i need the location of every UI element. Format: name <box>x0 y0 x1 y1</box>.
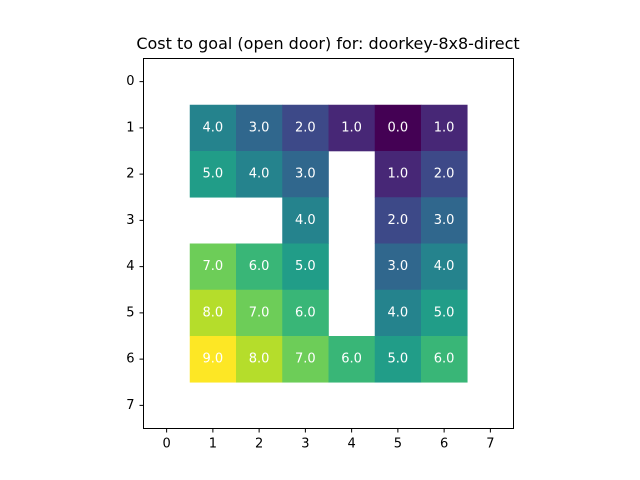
cell-value-label-r4-c1: 7.0 <box>203 259 224 274</box>
cell-value-label-r3-c3: 4.0 <box>295 213 316 228</box>
cell-value-label-r6-c3: 7.0 <box>295 352 316 367</box>
cell-value-label-r2-c2: 4.0 <box>249 167 270 182</box>
cell-value-label-r1-c4: 1.0 <box>341 120 362 135</box>
x-tick-label-6: 6 <box>440 437 448 452</box>
cell-value-label-r5-c5: 4.0 <box>388 305 409 320</box>
y-tick-label-3: 3 <box>126 213 134 228</box>
heatmap-cell-r1-c3 <box>282 104 329 152</box>
heatmap-cell-r1-c2 <box>236 104 283 152</box>
heatmap-cell-r6-c6 <box>421 336 468 383</box>
heatmap-cell-r5-c1 <box>189 289 237 337</box>
y-tick-label-5: 5 <box>126 305 134 320</box>
heatmap-cell-r4-c5 <box>374 243 422 291</box>
plot-frame <box>143 58 514 429</box>
cell-value-label-r4-c3: 5.0 <box>295 259 316 274</box>
cell-value-label-r4-c2: 6.0 <box>249 259 270 274</box>
cell-value-label-r2-c5: 1.0 <box>388 167 409 182</box>
heatmap-cell-labels: 4.0 3.0 2.0 1.0 0.0 1.0 5.0 4.0 3.0 1.0 2.0 4.0 2.0 3… <box>203 120 455 366</box>
cell-value-label-r1-c1: 4.0 <box>203 120 224 135</box>
x-tick-label-3: 3 <box>301 437 309 452</box>
heatmap-cell-r2-c6 <box>421 151 468 198</box>
heatmap-cells <box>189 104 468 383</box>
cell-value-label-r1-c3: 2.0 <box>295 120 316 135</box>
heatmap-cell-r6-c1 <box>189 336 237 383</box>
y-tick-label-0: 0 <box>126 74 134 89</box>
y-axis: 0 1 2 3 4 5 6 7 <box>126 74 144 413</box>
heatmap-cell-r5-c3 <box>282 289 329 337</box>
cell-value-label-r5-c3: 6.0 <box>295 305 316 320</box>
heatmap-cell-r3-c6 <box>421 197 468 244</box>
x-tick-label-0: 0 <box>162 437 170 452</box>
cell-value-label-r6-c6: 6.0 <box>434 352 455 367</box>
x-tick-label-2: 2 <box>255 437 263 452</box>
heatmap-cell-r3-c3 <box>282 197 329 244</box>
heatmap-cell-r2-c2 <box>236 151 283 198</box>
x-tick-label-4: 4 <box>347 437 355 452</box>
cell-value-label-r1-c5: 0.0 <box>388 120 409 135</box>
heatmap-cell-r6-c3 <box>282 336 329 383</box>
heatmap-cell-r2-c5 <box>374 151 422 198</box>
heatmap-cell-r6-c2 <box>236 336 283 383</box>
heatmap-cell-r4-c2 <box>236 243 283 291</box>
cell-value-label-r2-c6: 2.0 <box>434 167 455 182</box>
cell-value-label-r5-c6: 5.0 <box>434 305 455 320</box>
heatmap-cell-r5-c5 <box>374 289 422 337</box>
heatmap-cell-r1-c6 <box>421 104 468 152</box>
cell-value-label-r1-c2: 3.0 <box>249 120 270 135</box>
cell-value-label-r6-c1: 9.0 <box>203 352 224 367</box>
heatmap-cell-r1-c4 <box>328 104 376 152</box>
heatmap-cell-r4-c3 <box>282 243 329 291</box>
y-tick-label-6: 6 <box>126 352 134 367</box>
heatmap-cell-r2-c1 <box>189 151 237 198</box>
x-tick-label-7: 7 <box>486 437 494 452</box>
cell-value-label-r6-c5: 5.0 <box>388 352 409 367</box>
cell-value-label-r2-c3: 3.0 <box>295 167 316 182</box>
x-tick-label-1: 1 <box>209 437 217 452</box>
cell-value-label-r3-c5: 2.0 <box>388 213 409 228</box>
x-axis: 0 1 2 3 4 5 6 7 <box>162 428 495 452</box>
heatmap-cell-r5-c6 <box>421 289 468 337</box>
cell-value-label-r3-c6: 3.0 <box>434 213 455 228</box>
cell-value-label-r2-c1: 5.0 <box>203 167 224 182</box>
heatmap-cell-r6-c4 <box>328 336 376 383</box>
cell-value-label-r5-c2: 7.0 <box>249 305 270 320</box>
cell-value-label-r1-c6: 1.0 <box>434 120 455 135</box>
heatmap-cell-r1-c5 <box>374 104 422 152</box>
y-tick-label-1: 1 <box>126 120 134 135</box>
heatmap-cell-r5-c2 <box>236 289 283 337</box>
y-tick-label-2: 2 <box>126 167 134 182</box>
heatmap-cell-r6-c5 <box>374 336 422 383</box>
cell-value-label-r4-c6: 4.0 <box>434 259 455 274</box>
cell-value-label-r6-c2: 8.0 <box>249 352 270 367</box>
chart-title: Cost to goal (open door) for: doorkey-8x… <box>136 34 519 53</box>
heatmap-cell-r3-c5 <box>374 197 422 244</box>
heatmap-cell-r4-c6 <box>421 243 468 291</box>
y-tick-label-7: 7 <box>126 398 134 413</box>
x-tick-label-5: 5 <box>394 437 402 452</box>
cell-value-label-r5-c1: 8.0 <box>203 305 224 320</box>
cell-value-label-r4-c5: 3.0 <box>388 259 409 274</box>
heatmap-cell-r2-c3 <box>282 151 329 198</box>
heatmap-cell-r1-c1 <box>189 104 237 152</box>
y-tick-label-4: 4 <box>126 259 134 274</box>
cell-value-label-r6-c4: 6.0 <box>341 352 362 367</box>
heatmap-cell-r4-c1 <box>189 243 237 291</box>
